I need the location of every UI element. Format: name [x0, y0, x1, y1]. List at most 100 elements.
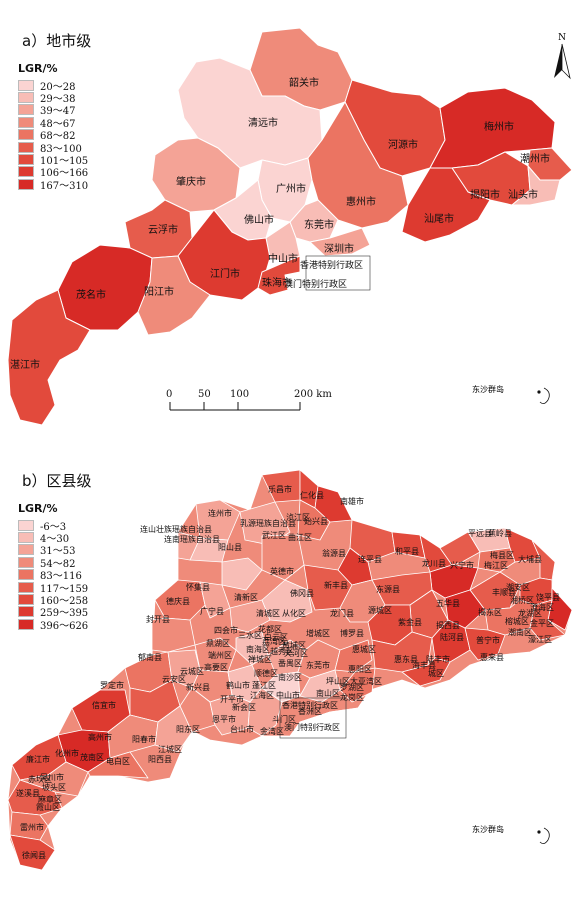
svg-text:大埔县: 大埔县 — [518, 554, 542, 564]
svg-text:蓬江区: 蓬江区 — [252, 680, 276, 690]
svg-text:丰顺县: 丰顺县 — [492, 587, 516, 597]
svg-text:龙门县: 龙门县 — [330, 608, 354, 618]
svg-text:云城区: 云城区 — [180, 667, 204, 676]
label-foshan: 佛山市 — [244, 213, 274, 226]
svg-text:茂南区: 茂南区 — [80, 752, 104, 762]
svg-text:鼎湖区: 鼎湖区 — [206, 639, 230, 648]
legend-swatch — [18, 581, 34, 593]
svg-text:天河区: 天河区 — [284, 648, 308, 658]
label-yangjiang: 阳江市 — [144, 285, 174, 298]
svg-text:连南瑶族自治县: 连南瑶族自治县 — [164, 534, 220, 544]
scale-tick-50: 50 — [198, 389, 211, 400]
county-level-panel: b）区县级 LGR/% -6～3 4～30 31～53 54～82 83～116 117～… — [0, 440, 575, 899]
svg-text:从化区: 从化区 — [282, 608, 306, 618]
svg-text:香洲区: 香洲区 — [298, 706, 322, 716]
legend-label: 4～30 — [40, 534, 70, 546]
scale-tick-200: 200 km — [294, 389, 332, 400]
svg-text:花都区: 花都区 — [258, 624, 282, 634]
legend-swatch — [18, 618, 34, 630]
panel-a-legend-item: 20～28 — [18, 79, 88, 93]
svg-text:坡头区: 坡头区 — [42, 782, 66, 792]
svg-text:高州市: 高州市 — [88, 732, 112, 742]
legend-label: 54～82 — [40, 558, 76, 570]
svg-text:赤坎区: 赤坎区 — [28, 774, 52, 784]
legend-swatch — [18, 178, 34, 190]
svg-text:金湾区: 金湾区 — [260, 726, 284, 736]
svg-text:惠城区: 惠城区 — [352, 644, 376, 654]
svg-text:梅江区: 梅江区 — [484, 560, 508, 570]
svg-text:乳源瑶族自治县: 乳源瑶族自治县 — [240, 518, 296, 528]
legend-label: 20～28 — [40, 81, 76, 93]
svg-text:坪山区: 坪山区 — [326, 676, 350, 686]
svg-text:普宁市: 普宁市 — [476, 635, 500, 645]
svg-text:霞山区: 霞山区 — [36, 802, 60, 812]
svg-text:清新区: 清新区 — [234, 592, 258, 602]
legend-swatch — [18, 532, 34, 544]
svg-text:大亚湾区: 大亚湾区 — [350, 676, 382, 686]
svg-text:信宜市: 信宜市 — [92, 700, 116, 710]
svg-text:徐闻县: 徐闻县 — [22, 850, 46, 860]
svg-text:越秀区: 越秀区 — [270, 646, 294, 656]
svg-text:仁化县: 仁化县 — [300, 490, 324, 500]
legend-swatch — [18, 104, 34, 116]
legend-swatch — [18, 129, 34, 141]
panel-a-legend-item: 29～38 — [18, 91, 88, 106]
legend-label: 101～105 — [40, 156, 89, 168]
svg-text:郁南县: 郁南县 — [138, 652, 162, 662]
svg-text:三水区: 三水区 — [238, 630, 262, 640]
legend-label: 106～166 — [40, 168, 89, 180]
svg-text:清城区: 清城区 — [256, 608, 280, 618]
svg-text:罗定市: 罗定市 — [100, 680, 124, 690]
legend-label: 160～258 — [40, 596, 89, 608]
svg-text:潮安区: 潮安区 — [506, 582, 530, 592]
region-惠州市 — [307, 101, 409, 229]
svg-text:南山区: 南山区 — [316, 688, 340, 698]
svg-text:雷州市: 雷州市 — [20, 822, 44, 832]
svg-text:阳山县: 阳山县 — [218, 542, 242, 552]
panel-a-legend-item: 83～100 — [18, 141, 88, 155]
svg-text:陆河县: 陆河县 — [440, 632, 464, 642]
svg-text:南沙区: 南沙区 — [278, 672, 302, 682]
svg-text:番禺区: 番禺区 — [278, 658, 302, 668]
label-zhanjiang: 湛江市 — [10, 358, 40, 371]
svg-text:开平市: 开平市 — [220, 694, 244, 704]
legend-label: 396～626 — [40, 620, 89, 632]
label-jieyang: 揭阳市 — [470, 188, 500, 201]
svg-text:罗湖区: 罗湖区 — [340, 683, 364, 692]
label-zhongshan: 中山市 — [268, 252, 298, 265]
label-dongguan: 东莞市 — [304, 218, 334, 231]
label-qingyuan: 清远市 — [248, 116, 278, 129]
svg-text:新会区: 新会区 — [232, 702, 256, 712]
legend-label: -6～3 — [40, 521, 67, 533]
region-珠海市 — [257, 255, 301, 296]
svg-text:武江区: 武江区 — [262, 530, 286, 540]
svg-text:揭西县: 揭西县 — [436, 620, 460, 630]
legend-swatch — [18, 154, 34, 166]
panel-a-legend: LGR/% 20～28 29～38 39～47 48～67 68～82 83～100 101… — [18, 62, 89, 192]
svg-text:和平县: 和平县 — [395, 547, 419, 556]
legend-label: 29～38 — [40, 94, 76, 106]
svg-text:阳东区: 阳东区 — [176, 724, 200, 734]
label-yunfu: 云浮市 — [148, 223, 178, 236]
svg-text:潮南区: 潮南区 — [508, 627, 532, 637]
svg-text:阳西县: 阳西县 — [148, 755, 172, 764]
panel-a-legend-item: 106～166 — [18, 166, 89, 180]
svg-text:鹤山市: 鹤山市 — [226, 680, 250, 690]
legend-label: 259～395 — [40, 608, 89, 620]
svg-text:龙岗区: 龙岗区 — [340, 692, 364, 702]
legend-swatch — [18, 519, 34, 531]
svg-text:惠来县: 惠来县 — [480, 652, 504, 662]
panel-b-legend-item: 259～395 — [18, 606, 89, 620]
svg-text:源城区: 源城区 — [368, 606, 392, 615]
svg-text:四会市: 四会市 — [214, 625, 238, 635]
svg-text:南雄市: 南雄市 — [340, 496, 364, 506]
label-hk: 香港特别行政区 — [300, 259, 363, 271]
svg-text:乐昌市: 乐昌市 — [268, 484, 292, 494]
region-茂名市 — [57, 244, 153, 331]
svg-text:荔湾区: 荔湾区 — [262, 636, 286, 646]
svg-text:五华县: 五华县 — [436, 598, 460, 608]
legend-label: 48～67 — [40, 118, 76, 130]
islands-label-a: 东沙群岛 — [472, 384, 504, 394]
label-huizhou: 惠州市 — [346, 195, 376, 208]
legend-label: 31～53 — [40, 546, 76, 558]
